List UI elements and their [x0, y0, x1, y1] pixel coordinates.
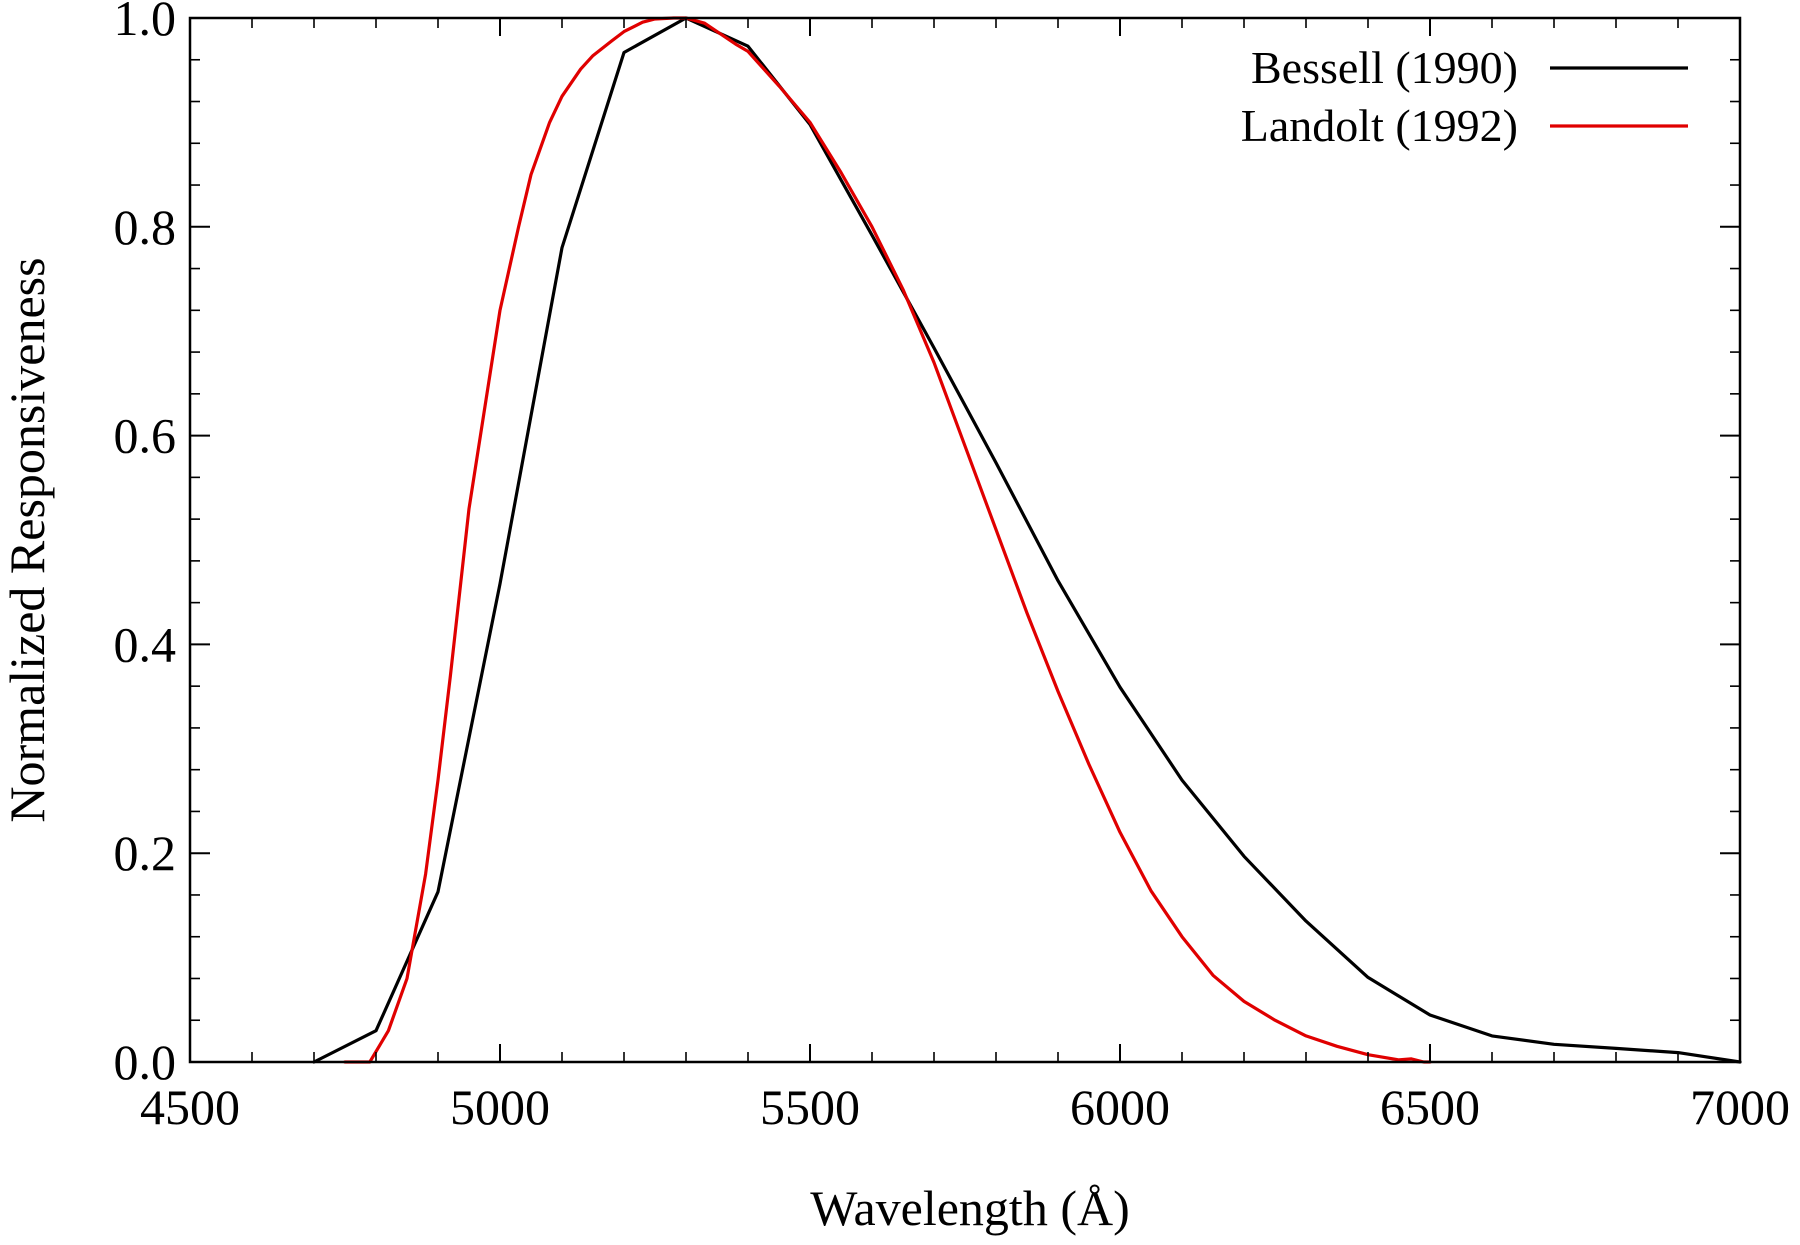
x-tick-label: 5500: [760, 1079, 860, 1135]
y-tick-label: 0.4: [114, 616, 177, 672]
y-tick-label: 0.2: [114, 825, 177, 881]
axes: 4500 5000 5500 6000 6500 7000 0.0 0.2 0.4 0.6 0.8 1…: [114, 0, 1791, 1135]
x-axis-title: Wavelength (Å): [810, 1180, 1129, 1236]
x-tick-label: 6000: [1070, 1079, 1170, 1135]
series-line-2: [343, 16, 1432, 1064]
legend-label-2: Landolt (1992): [1241, 100, 1518, 151]
y-axis-title: Normalized Responsiveness: [0, 257, 55, 822]
series-line-1: [312, 16, 1742, 1064]
x-tick-label: 6500: [1380, 1079, 1480, 1135]
y-tick-label: 0.6: [114, 408, 177, 464]
y-tick-label: 0.8: [114, 199, 177, 255]
legend: Bessell (1990) Landolt (1992): [1241, 42, 1688, 151]
legend-label-1: Bessell (1990): [1251, 42, 1518, 93]
x-tick-label: 7000: [1690, 1079, 1790, 1135]
plot-frame: [188, 16, 1742, 1064]
plot-area: [312, 16, 1742, 1064]
y-tick-label: 0.0: [114, 1034, 177, 1090]
x-tick-label: 5000: [450, 1079, 550, 1135]
x-tick-label: 4500: [140, 1079, 240, 1135]
y-tick-label: 1.0: [114, 0, 177, 46]
